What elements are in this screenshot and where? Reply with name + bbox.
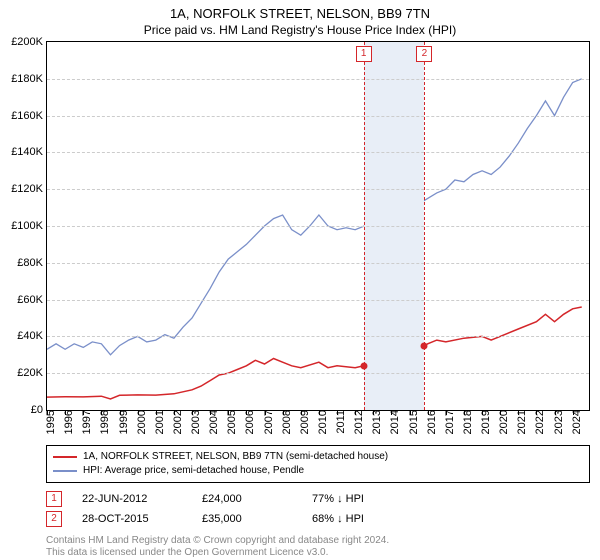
y-tick-label: £80K [17,257,47,269]
y-tick-label: £180K [11,73,47,85]
x-tick-label: 1996 [61,410,75,434]
legend-label: 1A, NORFOLK STREET, NELSON, BB9 7TN (sem… [83,450,388,464]
chart-subtitle: Price paid vs. HM Land Registry's House … [0,21,600,41]
x-tick-label: 2005 [224,410,238,434]
sale-delta: 68% ↓ HPI [312,513,364,525]
sale-price: £35,000 [202,513,292,525]
gridline [47,152,589,153]
sale-badge: 1 [46,491,62,507]
sale-date: 28-OCT-2015 [82,513,182,525]
legend: 1A, NORFOLK STREET, NELSON, BB9 7TN (sem… [46,445,590,483]
sale-price: £24,000 [202,493,292,505]
x-tick-label: 2010 [315,410,329,434]
footer-line: Contains HM Land Registry data © Crown c… [46,535,590,547]
gridline [47,226,589,227]
x-tick-label: 2006 [242,410,256,434]
x-tick-label: 2014 [387,410,401,434]
gridline [47,336,589,337]
x-tick-label: 2008 [279,410,293,434]
sales-table: 1 22-JUN-2012 £24,000 77% ↓ HPI 2 28-OCT-2015… [46,489,590,529]
gridline [47,373,589,374]
sale-marker-line [364,42,365,410]
x-tick-label: 1997 [79,410,93,434]
x-tick-label: 2007 [261,410,275,434]
sale-marker-line [424,42,425,410]
x-tick-label: 1998 [97,410,111,434]
x-tick-label: 2020 [496,410,510,434]
y-tick-label: £100K [11,220,47,232]
y-tick-label: £140K [11,146,47,158]
gridline [47,300,589,301]
x-tick-label: 2018 [460,410,474,434]
legend-swatch [53,456,77,458]
sale-marker-badge: 2 [416,46,432,62]
x-tick-label: 2009 [297,410,311,434]
x-tick-label: 2023 [551,410,565,434]
sale-date: 22-JUN-2012 [82,493,182,505]
x-tick-label: 2012 [351,410,365,434]
x-tick-label: 2002 [170,410,184,434]
legend-swatch [53,470,77,472]
x-tick-label: 2021 [514,410,528,434]
legend-label: HPI: Average price, semi-detached house,… [83,464,304,478]
y-tick-label: £20K [17,367,47,379]
chart-title: 1A, NORFOLK STREET, NELSON, BB9 7TN [0,0,600,21]
y-tick-label: £60K [17,294,47,306]
hpi-series-line [47,79,582,355]
gridline [47,263,589,264]
x-tick-label: 2001 [152,410,166,434]
sale-dot [360,362,367,369]
y-tick-label: £200K [11,36,47,48]
footer: Contains HM Land Registry data © Crown c… [46,535,590,559]
x-tick-label: 1999 [116,410,130,434]
legend-item: HPI: Average price, semi-detached house,… [53,464,583,478]
x-tick-label: 2011 [333,410,347,434]
x-tick-label: 2019 [478,410,492,434]
x-tick-label: 2003 [188,410,202,434]
sale-row: 1 22-JUN-2012 £24,000 77% ↓ HPI [46,489,590,509]
x-tick-label: 2017 [442,410,456,434]
y-tick-label: £160K [11,110,47,122]
x-tick-label: 2016 [424,410,438,434]
sale-row: 2 28-OCT-2015 £35,000 68% ↓ HPI [46,509,590,529]
y-tick-label: £40K [17,330,47,342]
x-tick-label: 2000 [134,410,148,434]
sale-dot [421,342,428,349]
sale-badge: 2 [46,511,62,527]
y-tick-label: £120K [11,183,47,195]
gridline [47,79,589,80]
x-tick-label: 2022 [532,410,546,434]
legend-item: 1A, NORFOLK STREET, NELSON, BB9 7TN (sem… [53,450,583,464]
x-tick-label: 2024 [569,410,583,434]
footer-line: This data is licensed under the Open Gov… [46,547,590,559]
x-tick-label: 2015 [406,410,420,434]
sale-delta: 77% ↓ HPI [312,493,364,505]
price-series-line [47,307,582,399]
gridline [47,116,589,117]
sale-marker-badge: 1 [356,46,372,62]
gridline [47,189,589,190]
x-tick-label: 2004 [206,410,220,434]
x-tick-label: 1995 [43,410,57,434]
x-tick-label: 2013 [369,410,383,434]
chart-container: 1A, NORFOLK STREET, NELSON, BB9 7TN Pric… [0,0,600,560]
plot-area: £0£20K£40K£60K£80K£100K£120K£140K£160K£1… [46,41,590,411]
